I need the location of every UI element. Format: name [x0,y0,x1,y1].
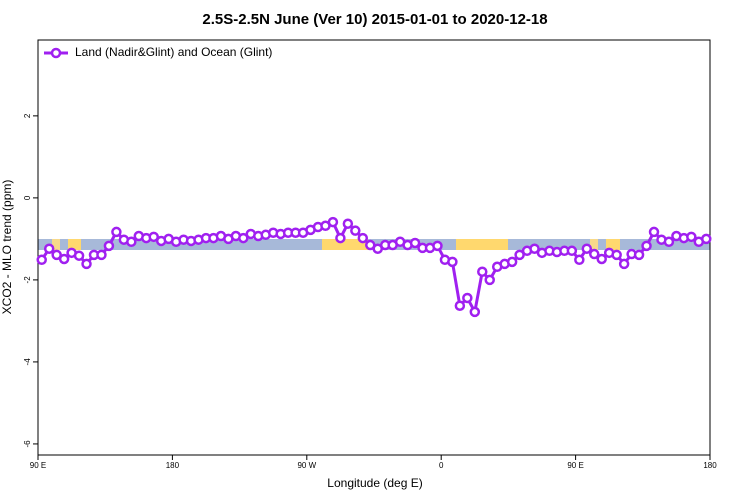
y-tick-label: 0 [23,195,32,200]
x-tick-label: 90 W [297,461,316,470]
data-point [432,240,443,252]
x-axis-label: Longitude (deg E) [327,476,422,490]
data-point [96,249,107,261]
data-point [327,216,339,228]
y-tick-label: -6 [23,440,32,448]
data-point [686,231,697,243]
y-tick-label: 2 [23,113,32,118]
data-point [126,236,137,248]
data-point [342,218,354,229]
data-point [633,249,645,261]
y-axis-label: XCO2 - MLO trend (ppm) [0,180,14,315]
data-point [350,225,361,236]
x-tick-label: 90 E [567,461,583,470]
data-point [648,226,660,238]
y-tick-label: -4 [23,358,32,366]
chart-title: 2.5S-2.5N June (Ver 10) 2015-01-01 to 20… [202,11,547,28]
data-point [81,258,92,270]
land-band [606,239,620,250]
data-point [111,226,122,238]
data-point [581,243,593,254]
data-point [43,243,55,254]
data-point [566,245,578,257]
data-point [701,233,712,245]
land-band [590,239,598,250]
data-point [484,274,495,286]
data-point [335,232,346,244]
x-tick-label: 90 E [30,461,46,470]
plot-frame [37,39,711,456]
data-point [148,231,159,243]
data-point [477,266,488,277]
data-point [611,249,622,261]
data-point [663,236,675,248]
land-band [322,239,368,250]
x-tick-label: 180 [166,461,180,470]
data-point [529,243,540,254]
x-tick-label: 180 [703,461,717,470]
data-point [469,306,481,318]
legend-marker [50,47,62,59]
y-tick-label: -2 [23,276,32,284]
data-point [596,253,607,265]
land-band [456,239,508,250]
land-band [52,239,60,250]
x-tick-label: 0 [439,461,444,470]
data-point [357,232,369,244]
data-point [51,249,62,261]
data-point [618,258,630,270]
data-point [238,232,249,244]
data-point [514,249,525,261]
data-point [589,248,600,260]
data-point [409,237,421,249]
data-point [506,256,518,268]
data-point [462,292,473,304]
data-point [454,300,466,311]
data-point [574,254,585,266]
data-point [58,253,70,265]
legend-label: Land (Nadir&Glint) and Ocean (Glint) [75,45,272,59]
data-point [103,240,115,252]
land-band [68,239,81,250]
data-point [641,240,652,252]
data-point [73,250,85,261]
data-point [36,254,47,266]
data-point [447,256,458,268]
